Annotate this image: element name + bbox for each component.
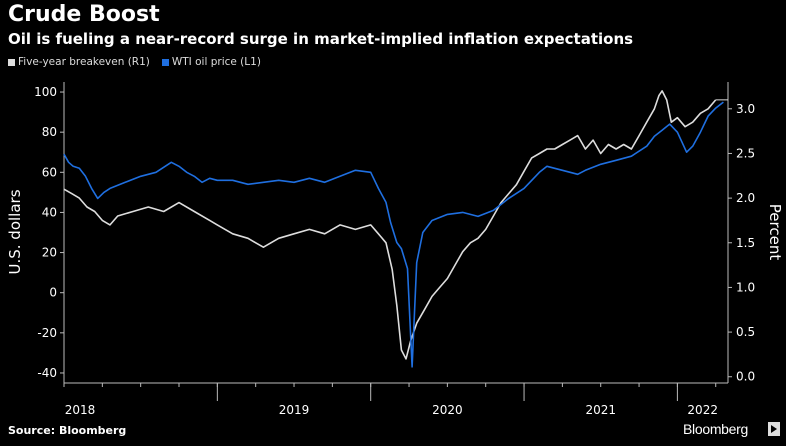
- left-tick-label: 20: [42, 246, 57, 260]
- chart-title: Crude Boost: [8, 2, 160, 27]
- right-tick-label: 1.5: [736, 236, 755, 250]
- source-note: Source: Bloomberg: [8, 424, 127, 437]
- bloomberg-logo: Bloomberg: [683, 421, 749, 437]
- play-icon: [768, 422, 780, 436]
- left-axis-title: U.S. dollars: [6, 189, 24, 274]
- legend-label-wti: WTI oil price (L1): [171, 56, 261, 68]
- series-line-breakeven: [63, 90, 717, 360]
- x-tick-label: 2021: [585, 403, 616, 417]
- right-tick-label: 2.0: [736, 191, 755, 205]
- legend-swatch-breakeven: [8, 58, 15, 66]
- right-tick-label: 0.5: [736, 325, 755, 339]
- x-tick-label: 2022: [687, 403, 718, 417]
- x-tick-label: 2018: [65, 403, 96, 417]
- chart-subtitle: Oil is fueling a near-record surge in ma…: [8, 30, 634, 48]
- left-tick-label: -40: [37, 366, 57, 380]
- right-tick-label: 3.0: [736, 102, 755, 116]
- left-tick-label: -20: [37, 326, 57, 340]
- legend: Five-year breakeven (R1) WTI oil price (…: [8, 56, 261, 68]
- left-tick-label: 40: [42, 205, 57, 219]
- left-tick-label: 0: [49, 286, 57, 300]
- legend-label-breakeven: Five-year breakeven (R1): [18, 56, 150, 68]
- right-axis-title: Percent: [766, 204, 784, 261]
- right-tick-label: 0.0: [736, 370, 755, 384]
- series-line-wti: [63, 101, 724, 368]
- left-tick-label: 80: [42, 125, 57, 139]
- right-tick-label: 1.0: [736, 280, 755, 294]
- left-tick-label: 60: [42, 165, 57, 179]
- x-tick-label: 2019: [279, 403, 310, 417]
- left-tick-label: 100: [34, 85, 57, 99]
- legend-swatch-wti: [161, 58, 169, 66]
- x-tick-label: 2020: [432, 403, 463, 417]
- right-tick-label: 2.5: [736, 146, 755, 160]
